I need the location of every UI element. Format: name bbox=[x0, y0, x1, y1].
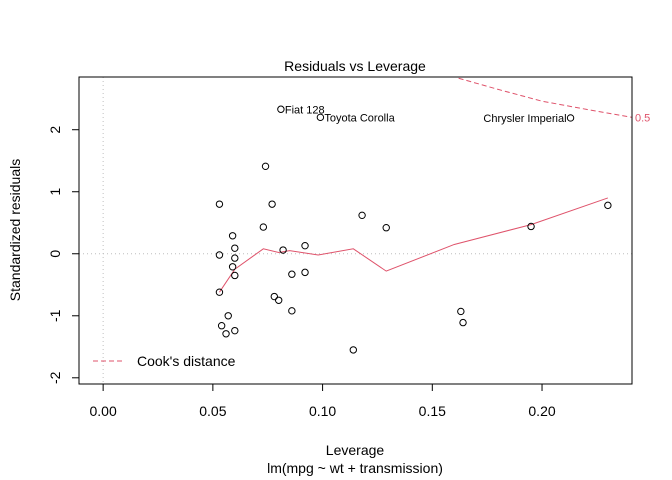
data-point bbox=[604, 201, 612, 210]
data-point bbox=[457, 307, 465, 316]
reference-lines bbox=[79, 77, 632, 384]
data-point bbox=[277, 105, 285, 113]
data-point bbox=[231, 271, 239, 280]
data-point bbox=[349, 346, 358, 354]
cook-contour-line bbox=[458, 77, 633, 118]
y-tick-label: -2 bbox=[47, 371, 63, 384]
legend: Cook's distance bbox=[93, 353, 236, 369]
x-tick-label: 0.10 bbox=[309, 403, 336, 419]
data-point bbox=[228, 263, 237, 271]
data-point bbox=[459, 318, 467, 327]
data-point bbox=[358, 211, 366, 220]
data-point bbox=[382, 224, 390, 232]
data-point bbox=[231, 254, 239, 262]
point-label: Fiat 128 bbox=[285, 104, 325, 116]
x-axis-sublabel: lm(mpg ~ wt + transmission) bbox=[267, 460, 443, 476]
data-point bbox=[215, 251, 224, 259]
data-point bbox=[301, 241, 309, 250]
data-point bbox=[215, 200, 224, 208]
data-point bbox=[217, 322, 226, 330]
x-axis: 0.00 0.05 0.10 0.15 0.20 bbox=[90, 383, 556, 419]
smooth-curve bbox=[219, 197, 609, 293]
x-tick-label: 0.05 bbox=[199, 403, 226, 419]
data-point bbox=[279, 246, 287, 254]
chart-title: Residuals vs Leverage bbox=[284, 58, 426, 74]
plot-frame bbox=[78, 76, 633, 385]
y-tick-label: 2 bbox=[47, 126, 63, 134]
cooks-distance-contour: 0.5 bbox=[458, 77, 650, 124]
data-point bbox=[288, 270, 296, 278]
y-tick-label: -1 bbox=[47, 309, 63, 322]
data-point bbox=[527, 222, 535, 231]
data-point bbox=[301, 268, 309, 277]
point-label: Toyota Corolla bbox=[324, 112, 395, 124]
data-point bbox=[268, 200, 276, 208]
cook-contour-label: 0.5 bbox=[635, 112, 650, 124]
y-axis-label: Standardized residuals bbox=[7, 159, 23, 301]
data-point bbox=[224, 312, 232, 320]
data-point bbox=[288, 307, 296, 315]
smooth-line bbox=[219, 197, 609, 293]
y-tick-label: 0 bbox=[47, 250, 63, 258]
data-point bbox=[231, 326, 239, 335]
data-point bbox=[215, 288, 224, 296]
data-point bbox=[270, 292, 279, 301]
data-points bbox=[215, 105, 612, 354]
x-tick-label: 0.20 bbox=[528, 403, 555, 419]
y-axis: -2 -1 0 1 2 bbox=[47, 126, 80, 384]
data-point bbox=[274, 296, 283, 304]
y-tick-label: 1 bbox=[47, 188, 63, 196]
data-point bbox=[566, 114, 575, 122]
data-point bbox=[222, 330, 230, 338]
data-point bbox=[316, 113, 325, 122]
data-point bbox=[259, 223, 268, 231]
point-label: Chrysler Imperial bbox=[483, 113, 566, 125]
legend-cook-label: Cook's distance bbox=[137, 353, 236, 369]
x-axis-label: Leverage bbox=[326, 442, 385, 458]
x-tick-label: 0.15 bbox=[419, 403, 446, 419]
data-point bbox=[228, 232, 237, 240]
data-point bbox=[261, 162, 270, 171]
x-tick-label: 0.00 bbox=[90, 403, 117, 419]
data-point bbox=[231, 244, 239, 252]
